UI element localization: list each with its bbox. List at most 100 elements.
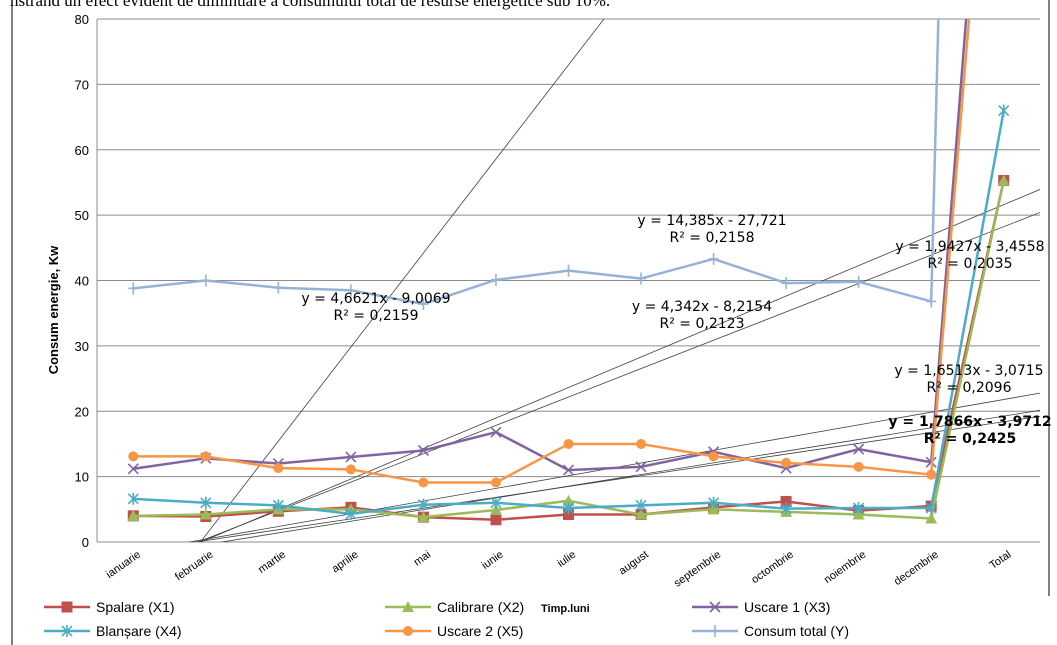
data-point — [710, 625, 720, 637]
data-point — [780, 502, 792, 515]
series-0 — [127, 174, 1010, 526]
legend-label: Blanșare (X4) — [96, 623, 182, 639]
data-point — [490, 426, 502, 438]
chart-series — [127, 19, 1010, 526]
x-tick-label: aprilie — [330, 549, 361, 576]
legend-label: Calibrare (X2) — [437, 599, 525, 615]
data-point — [418, 298, 429, 311]
data-point — [926, 469, 937, 480]
y-tick-label: 70 — [75, 77, 89, 92]
data-point — [853, 461, 864, 472]
data-point — [853, 275, 864, 288]
legend-label: Uscare 2 (X5) — [437, 623, 524, 639]
trend-r2: R² = 0,2096 — [927, 380, 1012, 396]
x-tick-label: februarie — [173, 549, 215, 584]
x-tick-label: martie — [256, 549, 288, 576]
data-point — [272, 499, 284, 512]
data-point — [853, 502, 865, 515]
data-point — [925, 502, 937, 515]
x-tick-label: mai — [412, 549, 433, 569]
data-point — [199, 508, 212, 520]
data-point — [781, 457, 792, 468]
y-tick-label: 20 — [75, 404, 89, 419]
data-point — [61, 601, 73, 613]
legend-label: Spalare (X1) — [96, 599, 175, 615]
trendline — [219, 409, 1040, 542]
data-point — [852, 508, 865, 520]
legend-item: Uscare 1 (X3) — [690, 599, 830, 615]
x-tick-label: august — [617, 549, 651, 578]
y-tick-label: 60 — [75, 143, 89, 158]
y-tick-label: 0 — [82, 535, 89, 550]
data-point — [200, 274, 211, 287]
data-point — [127, 509, 140, 521]
legend-swatch — [44, 601, 90, 613]
y-axis-label: Consum energie, Kw — [46, 245, 61, 374]
data-point — [490, 273, 501, 286]
x-tick-label: ianuarie — [104, 549, 143, 581]
data-point — [402, 601, 414, 612]
trend-r2: R² = 0,2035 — [928, 256, 1013, 272]
legend-swatch — [692, 601, 738, 613]
data-point — [345, 464, 356, 475]
trend-r2: R² = 0,2158 — [670, 230, 755, 246]
series-4 — [128, 19, 971, 488]
x-tick-label: noiembrie — [822, 549, 868, 587]
y-tick-label: 10 — [75, 470, 89, 485]
data-point — [708, 451, 719, 462]
x-tick-label: iunie — [480, 549, 506, 572]
header-text: nstrând un efect evident de diminuare a … — [10, 0, 611, 10]
trend-equation: y = 1,6513x - 3,0715 — [894, 363, 1043, 379]
chart-axes: ianuarie februarie martie aprilie mai iunie iu… — [11, 0, 1050, 645]
data-point — [635, 508, 648, 520]
y-tick-label: 50 — [75, 208, 89, 223]
y-tick-label: 40 — [75, 274, 89, 289]
trend-r2: R² = 0,2123 — [660, 316, 745, 332]
data-point — [490, 496, 502, 509]
legend-swatch — [692, 625, 738, 637]
data-point — [562, 502, 575, 515]
data-point — [490, 514, 502, 526]
data-point — [636, 272, 647, 285]
data-point — [417, 444, 429, 457]
data-point — [345, 451, 357, 463]
data-point — [127, 492, 139, 505]
trend-equation: y = 1,7866x - 3,9712 — [888, 414, 1051, 430]
trend-equation: y = 1,9427x - 3,4558 — [895, 239, 1044, 255]
data-point — [417, 511, 430, 523]
trendline — [192, 415, 1040, 542]
x-axis-label: Timp.luni — [541, 603, 590, 615]
data-point — [200, 496, 212, 509]
data-point — [853, 443, 865, 455]
data-point — [997, 174, 1010, 186]
data-point — [418, 477, 429, 488]
trend-equation: y = 4,342x - 8,2154 — [632, 299, 772, 315]
data-point — [61, 625, 73, 637]
legend-label: Uscare 1 (X3) — [744, 599, 831, 615]
trend-r2: R² = 0,2425 — [924, 431, 1016, 447]
data-point — [127, 463, 139, 475]
data-point — [998, 104, 1010, 117]
data-point — [781, 277, 792, 290]
legend-item: Uscare 2 (X5) — [383, 623, 523, 639]
data-point — [273, 281, 284, 294]
data-point — [490, 477, 501, 488]
series-5 — [128, 19, 940, 311]
data-point — [403, 626, 413, 636]
data-point — [273, 463, 284, 474]
series-line — [133, 19, 971, 484]
legend-swatch — [385, 626, 431, 636]
data-point — [562, 464, 575, 476]
data-point — [635, 499, 647, 512]
chart-legend: Spalare (X1) Calibrare (X2) Uscare 1 (X3) B… — [0, 595, 1057, 645]
data-point — [709, 601, 721, 613]
data-point — [345, 284, 356, 297]
legend-swatch — [385, 601, 431, 612]
series-line — [133, 19, 968, 472]
trend-equation: y = 4,6621x - 9,0069 — [301, 291, 450, 307]
